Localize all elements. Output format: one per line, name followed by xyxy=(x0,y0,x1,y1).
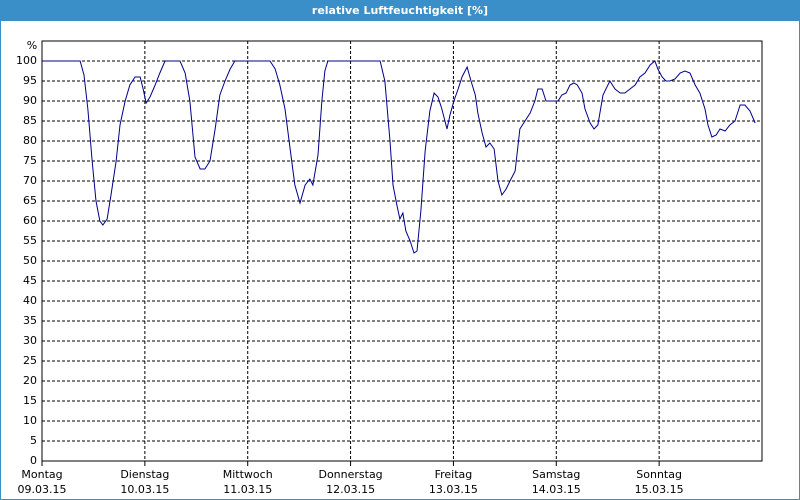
data-line xyxy=(42,60,756,254)
y-tick-label: 95 xyxy=(23,74,37,87)
x-tick-label: 13.03.15 xyxy=(429,483,478,496)
x-tick-label: Freitag xyxy=(435,468,473,481)
x-tick-label: Dienstag xyxy=(120,468,169,481)
y-tick-label: 85 xyxy=(23,114,37,127)
y-tick-label: 50 xyxy=(23,254,37,267)
x-tick-label: 15.03.15 xyxy=(635,483,684,496)
y-tick-label: 80 xyxy=(23,134,37,147)
x-tick-label: Donnerstag xyxy=(318,468,382,481)
title-bar xyxy=(0,0,800,21)
y-tick-label: 55 xyxy=(23,234,37,247)
x-tick-label: 14.03.15 xyxy=(532,483,581,496)
y-tick-label: 100 xyxy=(16,54,37,67)
y-tick-label: 45 xyxy=(23,274,37,287)
y-tick-label: 10 xyxy=(23,414,37,427)
y-tick-label: 40 xyxy=(23,294,37,307)
plot-border xyxy=(41,40,763,462)
y-tick-label: 70 xyxy=(23,174,37,187)
x-tick-label: Montag xyxy=(21,468,62,481)
y-tick-label: 25 xyxy=(23,354,37,367)
chart-title: relative Luftfeuchtigkeit [%] xyxy=(312,4,488,17)
y-tick-label: 5 xyxy=(30,434,37,447)
y-tick-label: 60 xyxy=(23,214,37,227)
x-tick-label: 10.03.15 xyxy=(120,483,169,496)
y-tick-label: 15 xyxy=(23,394,37,407)
y-tick-label: 65 xyxy=(23,194,37,207)
y-tick-label: 20 xyxy=(23,374,37,387)
y-tick-label: 30 xyxy=(23,334,37,347)
x-tick-label: 11.03.15 xyxy=(223,483,272,496)
y-tick-label: 0 xyxy=(30,454,37,467)
y-tick-label: 35 xyxy=(23,314,37,327)
x-tick-label: 12.03.15 xyxy=(326,483,375,496)
y-tick-label: 75 xyxy=(23,154,37,167)
x-tick-label: Mittwoch xyxy=(223,468,273,481)
x-tick-label: 09.03.15 xyxy=(18,483,67,496)
x-tick-label: Sonntag xyxy=(636,468,682,481)
x-tick-label: Samstag xyxy=(532,468,580,481)
y-unit-label: % xyxy=(27,39,37,52)
y-tick-label: 90 xyxy=(23,94,37,107)
